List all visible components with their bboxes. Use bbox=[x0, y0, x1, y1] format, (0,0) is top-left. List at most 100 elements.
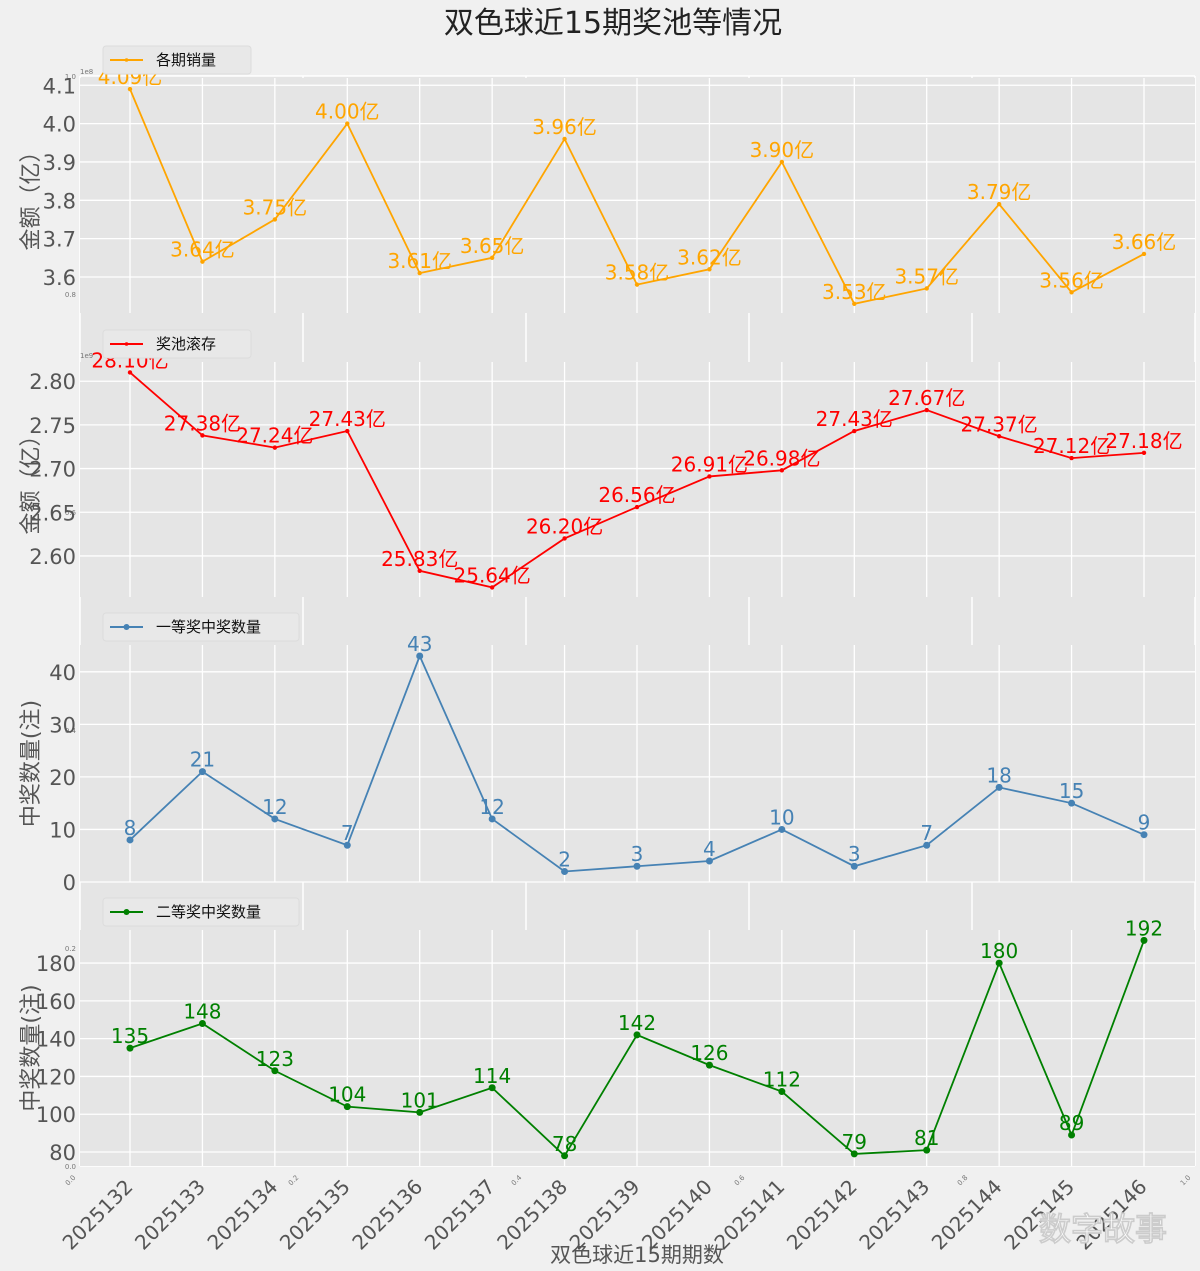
data-label: 27.37亿 bbox=[961, 412, 1038, 436]
outer-left-tick-label: 0.0 bbox=[65, 1163, 76, 1171]
y-tick-label: 3.9 bbox=[43, 151, 76, 175]
data-label: 43 bbox=[407, 632, 432, 656]
legend-marker-swatch bbox=[124, 58, 129, 62]
outer-left-tick-label: 0.8 bbox=[65, 291, 76, 299]
data-point bbox=[850, 1150, 858, 1158]
data-point bbox=[779, 468, 785, 473]
data-label: 3.65亿 bbox=[460, 234, 525, 258]
data-label: 15 bbox=[1059, 779, 1084, 803]
legend-box bbox=[102, 329, 252, 359]
data-point bbox=[924, 286, 929, 291]
data-label: 25.83亿 bbox=[381, 547, 458, 571]
data-point bbox=[488, 815, 496, 823]
data-point bbox=[705, 1061, 713, 1069]
outer-left-tick-label: 0.4 bbox=[65, 727, 77, 735]
data-point bbox=[562, 136, 567, 142]
panels: 3.63.73.83.94.04.11e8金额（亿）4.09亿3.64亿3.75… bbox=[19, 45, 1195, 1255]
data-point bbox=[562, 536, 567, 541]
data-label: 123 bbox=[256, 1047, 294, 1071]
data-point bbox=[1140, 936, 1148, 944]
data-point bbox=[996, 201, 1002, 207]
data-point bbox=[852, 428, 857, 434]
data-point bbox=[200, 433, 205, 438]
data-label: 2 bbox=[558, 847, 571, 871]
data-point bbox=[634, 282, 640, 287]
data-point bbox=[1069, 455, 1074, 461]
y-tick-label: 140 bbox=[36, 1028, 76, 1052]
data-label: 27.43亿 bbox=[816, 407, 893, 431]
y-axis-label: 中奖数量(注) bbox=[19, 984, 44, 1111]
data-label: 27.18亿 bbox=[1105, 429, 1182, 453]
data-label: 3.96亿 bbox=[532, 115, 597, 139]
data-point bbox=[633, 862, 641, 870]
y-tick-label: 100 bbox=[36, 1103, 76, 1127]
data-point bbox=[272, 217, 278, 222]
data-label: 27.38亿 bbox=[164, 411, 241, 435]
data-label: 4.00亿 bbox=[315, 100, 380, 124]
y-tick-label: 30 bbox=[49, 713, 76, 737]
data-point bbox=[127, 370, 133, 375]
data-label: 148 bbox=[183, 1000, 221, 1024]
data-label: 3.61亿 bbox=[387, 249, 452, 273]
y-tick-label: 0 bbox=[63, 871, 76, 895]
data-point bbox=[852, 301, 857, 306]
legend-marker-swatch bbox=[123, 909, 130, 915]
y-tick-label: 2.65 bbox=[29, 501, 76, 525]
data-label: 8 bbox=[124, 816, 137, 840]
data-point bbox=[488, 1084, 496, 1092]
data-point bbox=[126, 836, 134, 844]
y-tick-label: 180 bbox=[36, 952, 76, 976]
data-label: 3.53亿 bbox=[822, 280, 887, 304]
data-label: 27.43亿 bbox=[309, 407, 386, 431]
data-label: 89 bbox=[1059, 1111, 1084, 1135]
y-tick-label: 10 bbox=[49, 818, 76, 842]
data-point bbox=[1068, 799, 1076, 807]
legend: 奖池滚存 bbox=[102, 329, 252, 359]
data-point bbox=[198, 1020, 206, 1028]
data-point bbox=[417, 568, 422, 573]
data-point bbox=[417, 270, 422, 276]
data-label: 81 bbox=[914, 1126, 939, 1150]
data-label: 9 bbox=[1138, 811, 1151, 835]
data-label: 26.98亿 bbox=[743, 446, 820, 470]
data-label: 101 bbox=[401, 1088, 439, 1112]
data-point bbox=[416, 1108, 424, 1116]
data-label: 26.20亿 bbox=[526, 514, 603, 538]
outer-left-tick-label: 0.2 bbox=[65, 945, 76, 953]
data-point bbox=[778, 1088, 786, 1096]
data-point bbox=[198, 768, 206, 776]
data-label: 27.12亿 bbox=[1033, 434, 1110, 458]
legend: 一等奖中奖数量 bbox=[102, 612, 300, 642]
legend-box bbox=[102, 45, 252, 75]
data-label: 3.57亿 bbox=[894, 264, 959, 288]
data-label: 192 bbox=[1125, 916, 1163, 940]
data-label: 126 bbox=[690, 1041, 728, 1065]
data-point bbox=[705, 857, 713, 865]
data-label: 4 bbox=[703, 837, 716, 861]
panel-4: 80 100 120 140 160 180 中奖数量(注) 135 148 123 104 101 1… bbox=[19, 897, 1195, 1166]
data-label: 3 bbox=[631, 842, 644, 866]
data-label: 3 bbox=[848, 842, 861, 866]
data-point bbox=[1141, 450, 1147, 456]
data-point bbox=[416, 652, 424, 660]
y-axis-label: 金额（亿） bbox=[19, 424, 44, 534]
y-tick-label: 4.1 bbox=[43, 74, 76, 98]
data-point bbox=[561, 867, 569, 875]
data-label: 18 bbox=[986, 763, 1011, 787]
outer-left-tick-label: 0.6 bbox=[65, 509, 77, 517]
data-label: 135 bbox=[111, 1024, 149, 1048]
offset-text: 1e8 bbox=[80, 68, 93, 76]
data-point bbox=[127, 86, 133, 92]
y-tick-label: 3.6 bbox=[43, 266, 76, 290]
legend-label: 二等奖中奖数量 bbox=[156, 903, 261, 921]
data-label: 78 bbox=[552, 1132, 577, 1156]
data-label: 142 bbox=[618, 1011, 656, 1035]
data-point bbox=[707, 474, 712, 479]
data-point bbox=[1068, 1131, 1076, 1139]
data-point bbox=[345, 121, 350, 126]
data-point bbox=[924, 407, 929, 413]
data-point bbox=[923, 841, 931, 849]
y-tick-label: 4.0 bbox=[43, 113, 76, 137]
data-label: 7 bbox=[920, 821, 933, 845]
y-tick-label: 2.60 bbox=[29, 545, 76, 569]
